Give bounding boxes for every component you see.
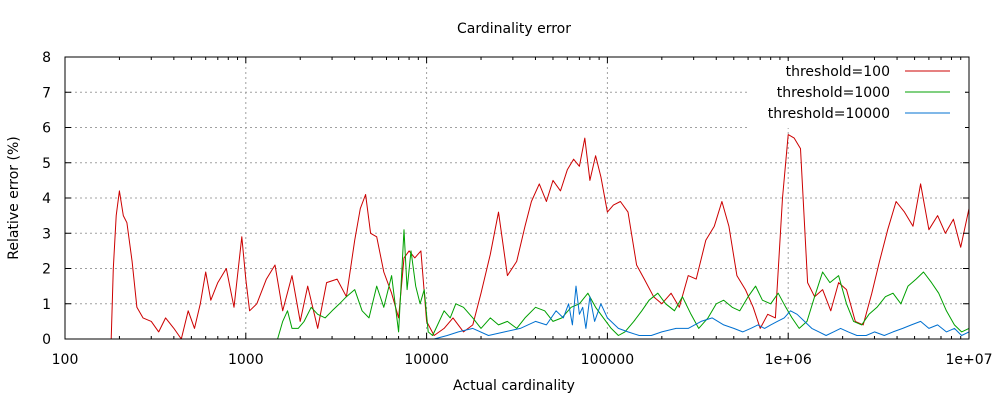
legend-label: threshold=1000 xyxy=(777,85,890,101)
x-tick-label: 1e+06 xyxy=(765,352,812,368)
legend-label: threshold=10000 xyxy=(768,106,890,122)
y-tick-label: 8 xyxy=(42,50,51,66)
x-tick-label: 1000 xyxy=(228,352,264,368)
legend-label: threshold=100 xyxy=(786,64,890,80)
grid xyxy=(65,57,969,339)
x-tick-label: 1e+07 xyxy=(945,352,992,368)
series-line-3 xyxy=(433,285,970,340)
y-tick-label: 4 xyxy=(42,191,51,207)
y-axis-label: Relative error (%) xyxy=(6,136,22,259)
x-axis-label: Actual cardinality xyxy=(453,378,575,394)
y-tick-label: 7 xyxy=(42,85,51,101)
plot-frame xyxy=(64,56,970,340)
x-tick-label: 100 xyxy=(52,352,79,368)
series-line-2 xyxy=(277,229,970,340)
plot-series xyxy=(110,134,970,340)
legend: threshold=100 threshold=1000 threshold=100… xyxy=(750,61,965,128)
y-tick-label: 3 xyxy=(42,226,51,242)
x-tick-label: 10000 xyxy=(404,352,449,368)
legend-background xyxy=(750,61,965,128)
chart-title: Cardinality error xyxy=(457,21,571,37)
y-tick-label: 1 xyxy=(42,297,51,313)
y-tick-label: 5 xyxy=(42,156,51,172)
y-tick-label: 6 xyxy=(42,121,51,137)
y-tick-label: 0 xyxy=(42,332,51,348)
axes: 0 1 2 3 4 5 6 7 8 100 1000 10000 100000 1e+06 1e+07 xyxy=(42,50,992,368)
y-tick-label: 2 xyxy=(42,262,51,278)
x-tick-label: 100000 xyxy=(581,352,634,368)
series-line-1 xyxy=(110,134,970,340)
